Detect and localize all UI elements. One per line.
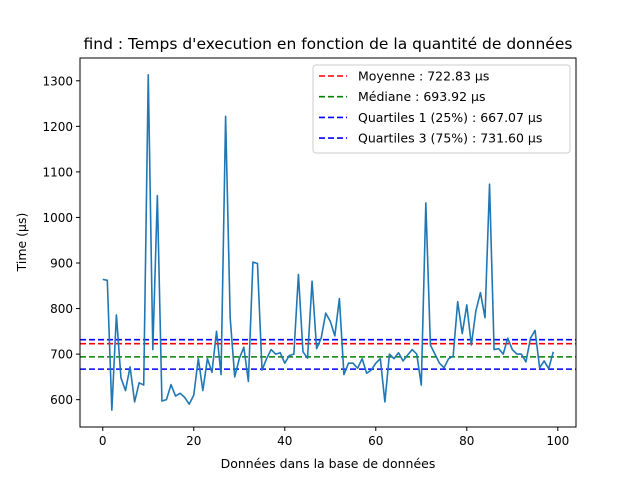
x-tick-label: 40 bbox=[277, 434, 292, 448]
y-tick-label: 1100 bbox=[42, 165, 73, 179]
axes-frame bbox=[79, 57, 577, 428]
legend: Moyenne : 722.83 µs Médiane : 693.92 µs Qu… bbox=[312, 64, 571, 154]
x-tick-label: 20 bbox=[186, 434, 201, 448]
plot-area bbox=[80, 74, 576, 411]
y-axis-label: Time (µs) bbox=[14, 213, 29, 273]
y-tick-label: 1200 bbox=[42, 120, 73, 134]
y-tick-label: 1000 bbox=[42, 211, 73, 225]
legend-box bbox=[312, 64, 571, 154]
legend-label: Moyenne : 722.83 µs bbox=[358, 69, 489, 84]
y-tick-label: 600 bbox=[50, 393, 73, 407]
series-line-0 bbox=[102, 74, 555, 411]
y-tick-label: 700 bbox=[50, 348, 73, 362]
y-tick-label: 1300 bbox=[42, 74, 73, 88]
legend-label: Quartiles 1 (25%) : 667.07 µs bbox=[358, 110, 542, 125]
x-axis-label: Données dans la base de données bbox=[221, 456, 436, 471]
y-tick-label: 900 bbox=[50, 257, 73, 271]
axis-ticks: 0 20 40 60 80 100 600 700 800 900 1000 1100 1200 1300 bbox=[42, 74, 569, 448]
legend-label: Quartiles 3 (75%) : 731.60 µs bbox=[358, 131, 542, 146]
x-tick-label: 100 bbox=[546, 434, 569, 448]
x-tick-label: 60 bbox=[368, 434, 383, 448]
x-tick-label: 0 bbox=[99, 434, 107, 448]
x-tick-label: 80 bbox=[459, 434, 474, 448]
chart-title: find : Temps d'execution en fonction de … bbox=[84, 35, 573, 53]
y-tick-label: 800 bbox=[50, 302, 73, 316]
legend-label: Médiane : 693.92 µs bbox=[358, 89, 486, 104]
